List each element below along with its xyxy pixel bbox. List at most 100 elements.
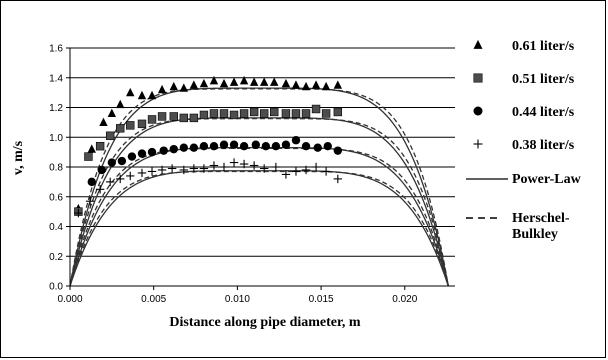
data-point-circle — [97, 165, 107, 175]
data-point-circle — [179, 143, 189, 152]
data-point-circle — [199, 141, 209, 151]
data-point-triangle — [301, 81, 311, 91]
data-point-triangle — [270, 77, 279, 86]
x-axis-label: Distance along pipe diameter, m — [169, 315, 361, 330]
y-tick-label: 0.4 — [49, 222, 63, 233]
data-point-square — [291, 109, 301, 118]
data-point-circle — [107, 158, 117, 167]
data-point-triangle — [249, 77, 259, 86]
data-point-circle — [239, 141, 249, 151]
data-point-triangle — [116, 99, 125, 109]
data-point-circle — [169, 144, 178, 154]
data-point-circle — [229, 140, 239, 149]
data-point-square — [147, 115, 157, 124]
data-point-plus — [189, 164, 199, 173]
data-point-plus — [179, 165, 189, 175]
model-curves — [69, 87, 449, 287]
data-point-square — [84, 152, 93, 161]
power-law-curve — [69, 87, 449, 287]
data-point-circle — [147, 147, 157, 157]
y-tick-label: 0.6 — [49, 192, 63, 203]
data-point-plus — [271, 162, 281, 172]
y-axis-label: v, m/s — [11, 140, 26, 175]
y-tick-label: 0.8 — [49, 163, 63, 174]
data-point-plus — [126, 171, 135, 181]
power-law-curve — [69, 117, 449, 287]
data-point-triangle — [259, 77, 269, 86]
data-point-square — [219, 109, 229, 118]
y-tick-label: 1.6 — [49, 44, 63, 55]
data-point-circle — [209, 141, 219, 151]
data-point-triangle — [209, 75, 219, 85]
data-point-circle — [301, 141, 311, 151]
legend-label: 0.44 liter/s — [512, 105, 575, 120]
data-point-plus — [167, 164, 177, 173]
data-point-plus — [281, 170, 291, 179]
power-law-curve — [69, 147, 449, 287]
data-point-triangle — [199, 78, 209, 88]
data-point-square — [116, 124, 125, 133]
y-tick-label: 1.4 — [49, 73, 63, 84]
data-point-square — [281, 109, 291, 118]
data-point-circle — [127, 152, 137, 161]
data-point-triangle — [147, 90, 157, 100]
data-point-triangle — [239, 75, 249, 85]
data-point-triangle — [169, 81, 178, 91]
data-point-triangle — [333, 80, 343, 89]
data-point-plus — [333, 174, 343, 184]
axes: 0.0 0.2 0.4 0.6 0.8 1.0 1.2 1.4 1.6 0.000 0.005 0.0… — [49, 44, 455, 305]
data-point-circle — [189, 143, 199, 152]
data-point-square — [157, 112, 167, 121]
data-point-triangle — [137, 90, 147, 100]
data-point-square — [209, 109, 219, 118]
legend-label: 0.61 liter/s — [512, 39, 575, 54]
data-point-square — [95, 141, 105, 151]
data-point-square — [311, 104, 321, 114]
x-tick-label: 0.020 — [392, 294, 417, 305]
data-point-plus — [311, 162, 321, 172]
data-point-plus — [291, 167, 301, 176]
legend-marker-square — [473, 73, 483, 83]
data-point-circle — [159, 146, 168, 155]
data-point-plus — [199, 164, 209, 173]
data-point-plus — [259, 164, 269, 173]
data-point-triangle — [126, 87, 135, 97]
data-point-triangle — [219, 78, 229, 88]
legend-label: 0.38 liter/s — [512, 138, 575, 153]
y-tick-label: 1.0 — [49, 133, 63, 144]
data-point-square — [179, 113, 189, 123]
data-point-triangle — [87, 144, 96, 153]
data-point-square — [249, 107, 259, 117]
data-point-plus — [321, 167, 331, 176]
power-law-curve — [69, 170, 449, 287]
legend-label: 0.51 liter/s — [512, 72, 575, 87]
herschel-bulkley-curve — [69, 88, 449, 287]
data-points — [74, 75, 343, 218]
data-point-circle — [261, 141, 271, 151]
legend-label: Herschel- — [512, 211, 570, 226]
data-point-circle — [271, 141, 281, 151]
x-tick-label: 0.005 — [141, 294, 166, 305]
legend-label: Power-Law — [512, 172, 582, 187]
data-point-plus — [157, 165, 167, 175]
x-tick-label: 0.010 — [225, 294, 250, 305]
data-point-square — [169, 112, 178, 121]
data-point-circle — [323, 141, 332, 151]
data-point-square — [259, 109, 269, 118]
data-point-circle — [251, 140, 261, 149]
data-point-square — [105, 131, 115, 140]
data-point-plus — [219, 162, 229, 172]
data-point-circle — [333, 146, 343, 155]
data-point-circle — [87, 177, 96, 187]
data-point-square — [321, 109, 331, 118]
legend-marker-circle — [473, 106, 483, 116]
data-point-circle — [117, 156, 127, 166]
data-point-plus — [74, 208, 83, 218]
data-point-square — [199, 110, 209, 120]
data-point-plus — [249, 161, 259, 170]
herschel-bulkley-curve — [69, 147, 449, 287]
data-point-plus — [116, 174, 125, 184]
herschel-bulkley-curve — [69, 170, 449, 287]
data-point-triangle — [229, 77, 239, 86]
